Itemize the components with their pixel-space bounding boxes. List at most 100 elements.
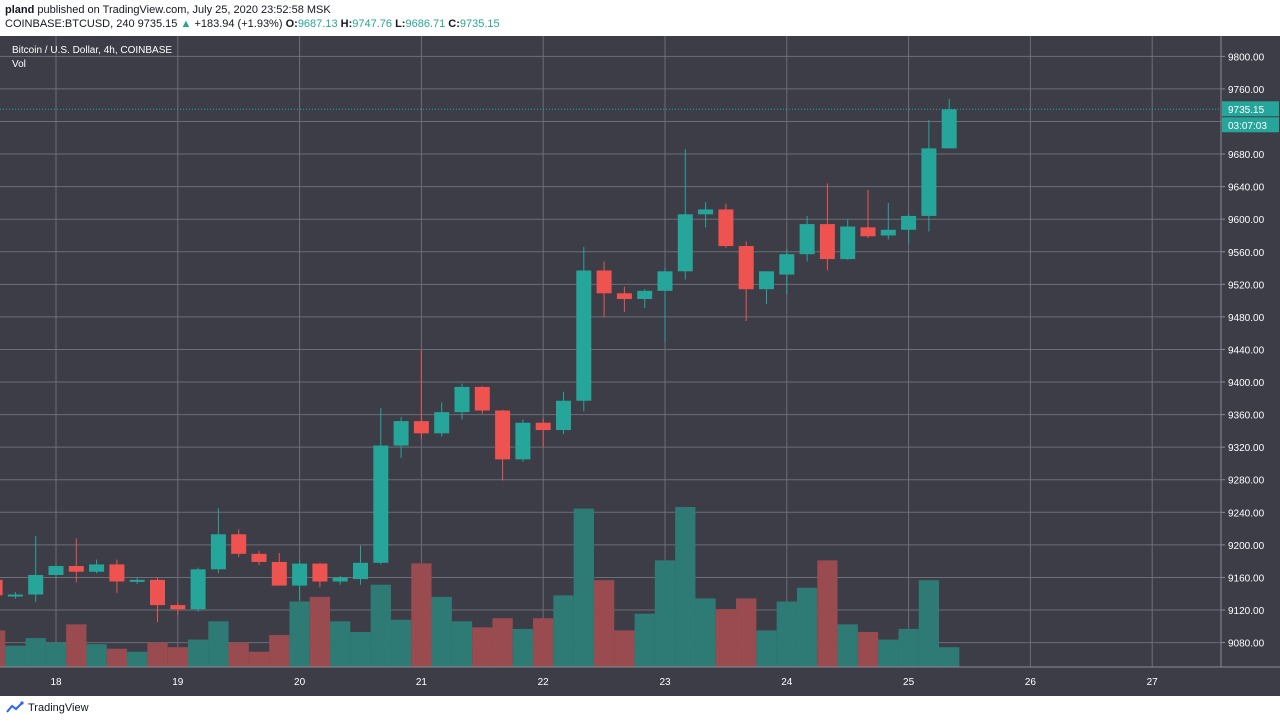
- candle[interactable]: [495, 409, 511, 481]
- candlestick-chart[interactable]: 9080.00 9120.00 9160.00 9200.00 9240.00 9280.…: [0, 36, 1280, 696]
- candle[interactable]: [515, 419, 531, 462]
- candle[interactable]: [576, 246, 592, 412]
- candle[interactable]: [454, 383, 470, 420]
- candle[interactable]: [129, 577, 145, 584]
- candle[interactable]: [840, 219, 856, 260]
- price-axis[interactable]: [1221, 36, 1280, 667]
- candle[interactable]: [353, 545, 368, 585]
- candle[interactable]: [698, 202, 714, 228]
- volume-bar: [533, 618, 554, 667]
- candle[interactable]: [901, 214, 917, 244]
- candle[interactable]: [7, 592, 23, 599]
- candle[interactable]: [0, 576, 3, 597]
- candle[interactable]: [332, 575, 348, 585]
- candle-body: [48, 566, 64, 575]
- chart-background: [0, 36, 1280, 696]
- candle[interactable]: [657, 267, 673, 343]
- candle[interactable]: [312, 562, 328, 588]
- candle[interactable]: [292, 560, 308, 601]
- candle[interactable]: [393, 417, 409, 458]
- candle[interactable]: [718, 203, 734, 248]
- volume-bar: [472, 627, 493, 667]
- candle-body: [0, 579, 3, 596]
- open-value: 9687.13: [297, 18, 338, 30]
- low-label: L:: [395, 18, 406, 30]
- candle-body: [170, 605, 186, 610]
- candle-body: [556, 400, 571, 431]
- tradingview-brand[interactable]: TradingView: [28, 702, 89, 714]
- candle[interactable]: [880, 202, 896, 240]
- volume-bar: [431, 596, 452, 667]
- candle[interactable]: [941, 98, 957, 149]
- volume-bar: [512, 628, 534, 667]
- candle[interactable]: [677, 149, 693, 280]
- candle[interactable]: [759, 271, 774, 304]
- candle-body: [921, 148, 937, 216]
- price-candles[interactable]: [0, 98, 957, 623]
- candle[interactable]: [150, 577, 165, 623]
- time-tick-label: 21: [416, 677, 428, 688]
- candle[interactable]: [373, 408, 389, 565]
- candle[interactable]: [271, 553, 287, 586]
- volume-bar: [878, 639, 899, 667]
- candle[interactable]: [535, 418, 551, 448]
- time-axis[interactable]: [0, 667, 1280, 696]
- volume-bar: [25, 638, 46, 667]
- time-tick-label: 24: [781, 677, 793, 688]
- candle[interactable]: [413, 350, 429, 440]
- candle-body: [840, 226, 856, 260]
- candle[interactable]: [48, 564, 64, 578]
- time-tick-label: 20: [294, 677, 306, 688]
- candle[interactable]: [251, 550, 267, 566]
- candle[interactable]: [637, 289, 653, 308]
- volume-bar: [614, 630, 635, 667]
- candle[interactable]: [210, 508, 226, 574]
- price-tick-label: 9640.00: [1228, 183, 1265, 194]
- candle-body: [7, 594, 23, 597]
- candle-body: [799, 224, 815, 255]
- candle-body: [860, 227, 876, 237]
- footer: TradingView: [0, 696, 1280, 722]
- time-tick-label: 22: [538, 677, 550, 688]
- author-name[interactable]: pland: [5, 4, 35, 16]
- candle[interactable]: [860, 189, 876, 238]
- candle[interactable]: [89, 559, 105, 574]
- symbol-label: COINBASE:BTCUSD, 240: [5, 18, 135, 30]
- candle[interactable]: [109, 559, 125, 593]
- candle[interactable]: [28, 535, 44, 602]
- candle[interactable]: [556, 391, 571, 435]
- candle-body: [941, 109, 957, 149]
- candle[interactable]: [596, 261, 612, 317]
- candle[interactable]: [779, 249, 795, 295]
- chart-header: pland published on TradingView.com, July…: [0, 0, 1280, 36]
- volume-bar: [269, 635, 290, 667]
- volume-bar: [167, 647, 188, 667]
- candle[interactable]: [616, 286, 632, 313]
- time-tick-label: 26: [1025, 677, 1037, 688]
- candle[interactable]: [170, 602, 186, 615]
- candle[interactable]: [434, 402, 450, 437]
- candle-body: [759, 271, 774, 290]
- candle[interactable]: [190, 567, 206, 612]
- volume-bar: [593, 580, 615, 667]
- volume-bar: [45, 642, 67, 667]
- candle[interactable]: [921, 119, 937, 232]
- candle-body: [637, 290, 653, 299]
- candle[interactable]: [819, 183, 835, 271]
- candle[interactable]: [474, 386, 490, 414]
- candle[interactable]: [68, 538, 84, 583]
- candle[interactable]: [231, 529, 247, 558]
- candle[interactable]: [799, 215, 815, 262]
- volume-bars: [0, 507, 960, 667]
- time-tick-label: 25: [903, 677, 915, 688]
- candle[interactable]: [738, 241, 754, 321]
- candle-body: [393, 421, 409, 446]
- price-tags: 9735.15 03:07:03: [1222, 101, 1279, 133]
- price-tick-label: 9520.00: [1228, 280, 1265, 291]
- candle-body: [495, 410, 511, 460]
- price-axis-labels: 9080.00 9120.00 9160.00 9200.00 9240.00 9280.…: [1220, 36, 1265, 667]
- volume-bar: [309, 596, 331, 667]
- volume-bar: [796, 587, 818, 667]
- candle-body: [150, 579, 165, 606]
- time-tick-label: 23: [659, 677, 671, 688]
